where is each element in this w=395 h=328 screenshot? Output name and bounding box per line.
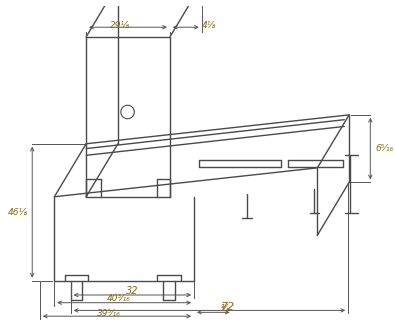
Text: 29⅛: 29⅛ xyxy=(110,21,130,30)
Text: 6⁵⁄₁₆: 6⁵⁄₁₆ xyxy=(375,144,393,153)
Text: ⅜: ⅜ xyxy=(221,304,230,313)
Text: 46⅛: 46⅛ xyxy=(8,208,28,217)
Text: 32: 32 xyxy=(126,286,139,296)
Text: 72: 72 xyxy=(221,301,235,312)
Text: 4⅛: 4⅛ xyxy=(202,21,217,30)
Text: 39⁵⁄₁₆: 39⁵⁄₁₆ xyxy=(97,309,121,318)
Text: 40³⁄₁₆: 40³⁄₁₆ xyxy=(107,294,131,303)
